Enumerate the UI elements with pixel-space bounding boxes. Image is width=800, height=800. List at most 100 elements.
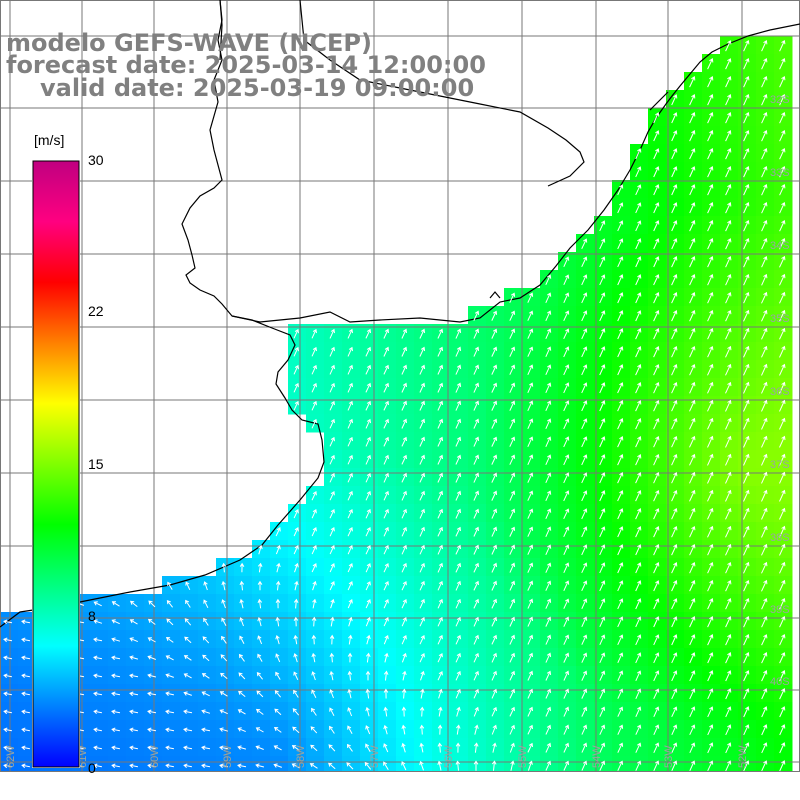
wind-arrow-icon: [653, 364, 660, 376]
wind-arrow-icon: [725, 597, 732, 610]
wind-speed-cell: [324, 468, 343, 487]
wind-speed-cell: [576, 630, 595, 649]
wind-arrow-icon: [147, 691, 157, 697]
wind-speed-cell: [540, 396, 559, 415]
wind-arrow-icon: [761, 183, 768, 196]
wind-arrow-icon: [725, 561, 732, 574]
wind-speed-cell: [558, 270, 577, 289]
wind-speed-cell: [666, 108, 685, 127]
wind-arrow-icon: [473, 688, 479, 699]
wind-speed-cell: [648, 432, 667, 451]
wind-arrow-icon: [653, 346, 660, 358]
wind-speed-cell: [666, 738, 685, 757]
wind-arrow-icon: [545, 274, 552, 286]
wind-arrow-icon: [183, 745, 193, 751]
wind-arrow-icon: [689, 256, 696, 268]
wind-speed-cell: [756, 612, 775, 631]
wind-arrow-icon: [347, 328, 353, 339]
wind-speed-cell: [414, 756, 433, 772]
wind-speed-cell: [468, 414, 487, 433]
wind-arrow-icon: [545, 310, 552, 322]
wind-arrow-icon: [21, 691, 30, 697]
wind-speed-cell: [666, 396, 685, 415]
wind-arrow-icon: [707, 327, 714, 340]
wind-speed-cell: [738, 414, 757, 433]
wind-speed-cell: [540, 486, 559, 505]
wind-speed-cell: [306, 540, 325, 559]
wind-speed-cell: [306, 756, 325, 772]
wind-arrow-icon: [293, 598, 299, 609]
wind-speed-cell: [720, 576, 739, 595]
wind-arrow-icon: [779, 75, 786, 88]
wind-arrow-icon: [383, 526, 389, 537]
wind-arrow-icon: [581, 364, 588, 376]
wind-speed-cell: [522, 432, 541, 451]
wind-arrow-icon: [743, 399, 750, 412]
wind-speed-cell: [558, 612, 577, 631]
wind-arrow-icon: [617, 472, 624, 484]
wind-speed-cell: [126, 738, 145, 757]
wind-speed-cell: [432, 648, 451, 667]
wind-arrow-icon: [599, 598, 606, 610]
wind-arrow-icon: [779, 57, 786, 70]
wind-arrow-icon: [689, 598, 696, 610]
coastline-path: [231, 23, 800, 323]
wind-arrow-icon: [743, 111, 750, 124]
wind-speed-cell: [648, 540, 667, 559]
wind-speed-cell: [594, 288, 613, 307]
wind-arrow-icon: [383, 400, 389, 411]
wind-arrow-icon: [257, 562, 263, 573]
wind-arrow-icon: [3, 691, 12, 697]
wind-arrow-icon: [635, 274, 642, 286]
wind-speed-cell: [594, 252, 613, 271]
wind-arrow-icon: [707, 634, 714, 646]
wind-arrow-icon: [238, 690, 246, 697]
wind-speed-cell: [504, 306, 523, 325]
wind-arrow-icon: [617, 382, 624, 394]
wind-speed-cell: [702, 738, 721, 757]
wind-arrow-icon: [635, 490, 642, 502]
wind-speed-cell: [702, 432, 721, 451]
wind-speed-cell: [702, 162, 721, 181]
wind-arrow-icon: [581, 580, 588, 592]
longitude-label: 56W: [443, 745, 455, 768]
wind-arrow-icon: [617, 310, 624, 322]
wind-arrow-icon: [671, 634, 678, 646]
wind-speed-cell: [108, 648, 127, 667]
wind-arrow-icon: [581, 598, 588, 610]
wind-speed-cell: [540, 360, 559, 379]
wind-arrow-icon: [420, 688, 425, 699]
wind-speed-cell: [612, 558, 631, 577]
wind-speed-cell: [720, 144, 739, 163]
wind-speed-cell: [540, 450, 559, 469]
wind-speed-cell: [270, 720, 289, 739]
wind-speed-cell: [504, 450, 523, 469]
wind-speed-cell: [774, 162, 793, 181]
wind-speed-cell: [360, 342, 379, 361]
wind-speed-cell: [198, 576, 217, 595]
wind-arrow-icon: [455, 544, 461, 555]
wind-arrow-icon: [419, 544, 425, 555]
longitude-label: 53W: [663, 745, 675, 768]
wind-arrow-icon: [365, 652, 371, 663]
wind-arrow-icon: [183, 763, 192, 769]
wind-arrow-icon: [761, 75, 768, 88]
wind-arrow-icon: [617, 670, 624, 682]
wind-arrow-icon: [671, 489, 678, 502]
wind-arrow-icon: [653, 688, 660, 700]
wind-speed-cell: [756, 36, 775, 55]
wind-speed-cell: [576, 468, 595, 487]
wind-speed-cell: [774, 234, 793, 253]
wind-speed-cell: [756, 162, 775, 181]
wind-arrow-icon: [329, 670, 334, 681]
wind-arrow-icon: [527, 418, 534, 430]
wind-arrow-icon: [329, 526, 335, 537]
wind-arrow-icon: [473, 616, 479, 627]
wind-arrow-icon: [365, 436, 371, 447]
wind-speed-cell: [252, 648, 271, 667]
wind-speed-cell: [666, 558, 685, 577]
wind-speed-cell: [414, 720, 433, 739]
wind-arrow-icon: [294, 580, 299, 591]
wind-speed-cell: [738, 144, 757, 163]
wind-arrow-icon: [401, 400, 407, 411]
